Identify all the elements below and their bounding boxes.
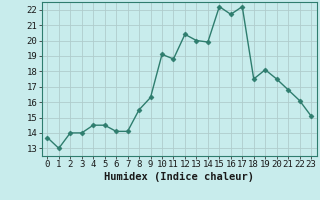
X-axis label: Humidex (Indice chaleur): Humidex (Indice chaleur)	[104, 172, 254, 182]
